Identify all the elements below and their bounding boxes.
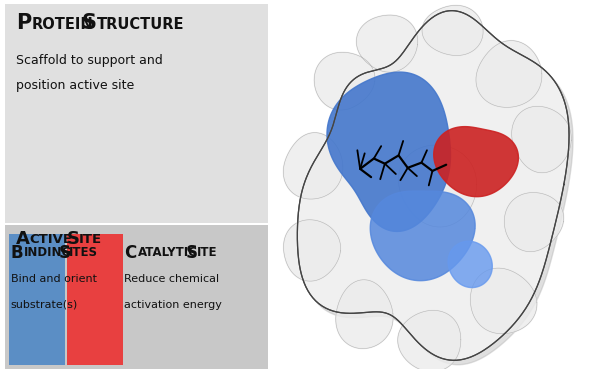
Text: CTIVE: CTIVE (29, 233, 73, 246)
Text: position active site: position active site (16, 79, 134, 92)
Polygon shape (314, 52, 375, 110)
Polygon shape (284, 220, 341, 281)
Text: substrate(s): substrate(s) (11, 300, 78, 310)
Polygon shape (398, 310, 461, 369)
FancyBboxPatch shape (5, 225, 268, 369)
Text: ITES: ITES (70, 246, 98, 259)
Text: Bind and orient: Bind and orient (11, 274, 97, 284)
Text: P: P (16, 13, 32, 33)
Polygon shape (356, 15, 418, 72)
Text: ITE: ITE (79, 233, 102, 246)
Polygon shape (327, 72, 451, 231)
Text: C: C (124, 244, 136, 262)
Text: Reduce chemical: Reduce chemical (124, 274, 220, 284)
Polygon shape (298, 11, 569, 360)
Polygon shape (505, 193, 564, 252)
Text: ATALYTIC: ATALYTIC (139, 246, 198, 259)
Polygon shape (336, 280, 393, 349)
Polygon shape (434, 127, 518, 197)
Text: B: B (11, 244, 23, 262)
Polygon shape (470, 268, 537, 334)
Text: TRUCTURE: TRUCTURE (97, 17, 184, 32)
Polygon shape (476, 41, 542, 107)
Text: ROTEIN: ROTEIN (31, 17, 93, 32)
Polygon shape (283, 132, 343, 199)
Polygon shape (301, 15, 573, 365)
Text: S: S (59, 244, 71, 262)
Polygon shape (448, 241, 492, 287)
FancyBboxPatch shape (9, 234, 65, 365)
Text: INDING: INDING (24, 246, 72, 259)
Text: A: A (16, 230, 30, 248)
Text: Scaffold to support and: Scaffold to support and (16, 54, 163, 66)
FancyBboxPatch shape (67, 234, 123, 365)
Text: S: S (67, 230, 80, 248)
Text: activation energy: activation energy (124, 300, 222, 310)
Text: ITE: ITE (197, 246, 217, 259)
Text: S: S (185, 244, 197, 262)
Text: S: S (82, 13, 97, 33)
FancyBboxPatch shape (5, 4, 268, 223)
Polygon shape (398, 145, 476, 227)
Polygon shape (422, 5, 483, 55)
Polygon shape (370, 191, 475, 281)
Polygon shape (512, 106, 571, 173)
